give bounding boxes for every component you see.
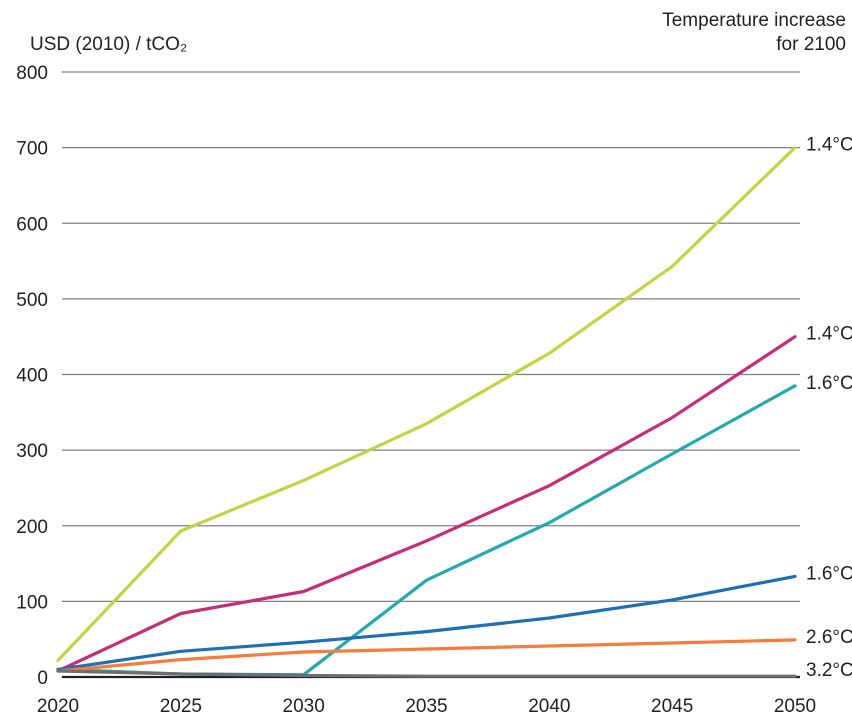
y-tick-label: 600 [16, 214, 48, 235]
x-tick-label: 2050 [774, 696, 816, 717]
y-tick-label: 200 [16, 517, 48, 538]
y-tick-label: 500 [16, 290, 48, 311]
y-tick-label: 300 [16, 441, 48, 462]
gridlines [62, 71, 800, 679]
x-tick-label: 2045 [651, 696, 693, 717]
y-tick-label: 100 [16, 592, 48, 613]
series-line [56, 335, 797, 673]
series-line [56, 574, 797, 672]
y-tick-labels: 0 100 200 300 400 500 600 700 800 [16, 63, 48, 689]
x-tick-labels: 2020 2025 2030 2035 2040 2045 2050 [37, 696, 816, 717]
series-end-label: 3.2°C [806, 660, 852, 681]
x-tick-label: 2035 [405, 696, 447, 717]
y-tick-label: 700 [16, 139, 48, 160]
series-end-label: 1.4°C [806, 324, 852, 345]
x-tick-label: 2025 [160, 696, 202, 717]
legend-title-line-1: Temperature increase [662, 10, 846, 31]
legend-title-line-2: for 2100 [776, 34, 846, 55]
series-line [56, 146, 797, 663]
series-end-labels: 1.4°C 1.4°C 1.6°C 1.6°C 2.6°C 3.2°C [806, 135, 852, 681]
series-line [56, 638, 797, 673]
series-lines [56, 146, 797, 678]
y-tick-label: 800 [16, 63, 48, 84]
series-end-label: 1.4°C [806, 135, 852, 156]
y-tick-label: 400 [16, 366, 48, 387]
series-line [56, 669, 797, 678]
x-tick-label: 2030 [283, 696, 325, 717]
series-end-label: 2.6°C [806, 627, 852, 648]
y-axis-label: USD (2010) / tCO₂ [30, 34, 187, 55]
x-tick-label: 2020 [37, 696, 79, 717]
series-end-label: 1.6°C [806, 563, 852, 584]
series-end-label: 1.6°C [806, 373, 852, 394]
y-tick-label: 0 [37, 668, 48, 689]
x-tick-label: 2040 [528, 696, 570, 717]
